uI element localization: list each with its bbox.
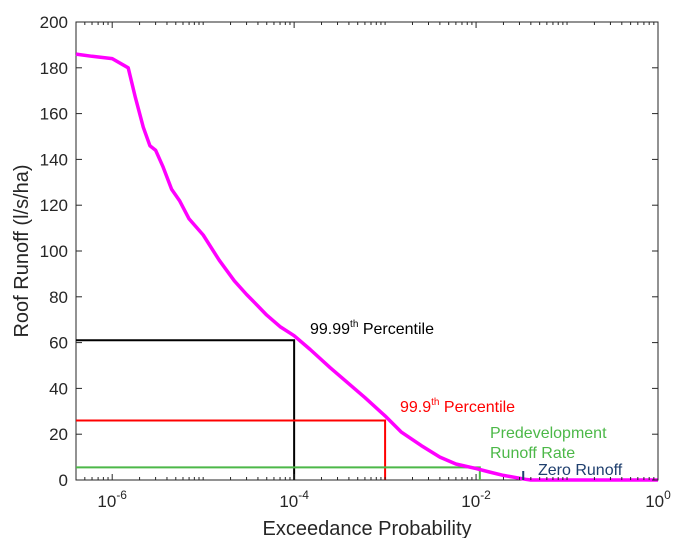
y-tick-label: 40 bbox=[49, 379, 68, 398]
y-axis-label: Roof Runoff (l/s/ha) bbox=[11, 164, 33, 337]
y-axis-ticks: 0 20 40 60 80 100 120 140 160 180 200 bbox=[40, 13, 658, 490]
x-tick-label: 10-6 bbox=[97, 488, 127, 511]
y-tick-label: 200 bbox=[40, 13, 68, 32]
y-tick-label: 140 bbox=[40, 150, 68, 169]
annotation-p9999: 99.99th Percentile bbox=[310, 319, 434, 338]
y-tick-label: 60 bbox=[49, 334, 68, 353]
annotation-p999: 99.9th Percentile bbox=[400, 397, 515, 416]
x-axis-label: Exceedance Probability bbox=[262, 518, 471, 538]
reference-line-0 bbox=[76, 339, 296, 480]
annotation-zero: Zero Runoff bbox=[538, 462, 623, 479]
y-tick-label: 20 bbox=[49, 425, 68, 444]
annotation-predev2: Runoff Rate bbox=[490, 445, 575, 462]
annotation-predev1: Predevelopment bbox=[490, 425, 607, 442]
x-tick-label: 10-2 bbox=[461, 488, 491, 511]
y-tick-label: 80 bbox=[49, 288, 68, 307]
reference-line-2 bbox=[76, 466, 481, 480]
x-tick-label: 100 bbox=[645, 488, 671, 511]
plot-area bbox=[75, 21, 659, 481]
runoff-curve-line bbox=[75, 52, 658, 482]
reference-line-1 bbox=[76, 419, 387, 480]
y-tick-label: 180 bbox=[40, 59, 68, 78]
reference-lines bbox=[76, 339, 481, 480]
y-tick-label: 100 bbox=[40, 242, 68, 261]
y-tick-label: 0 bbox=[59, 471, 68, 490]
y-tick-label: 120 bbox=[40, 196, 68, 215]
y-tick-label: 160 bbox=[40, 105, 68, 124]
x-tick-label: 10-4 bbox=[279, 488, 309, 511]
annotations: 99.99th Percentile 99.9th Percentile Prede… bbox=[310, 319, 623, 479]
